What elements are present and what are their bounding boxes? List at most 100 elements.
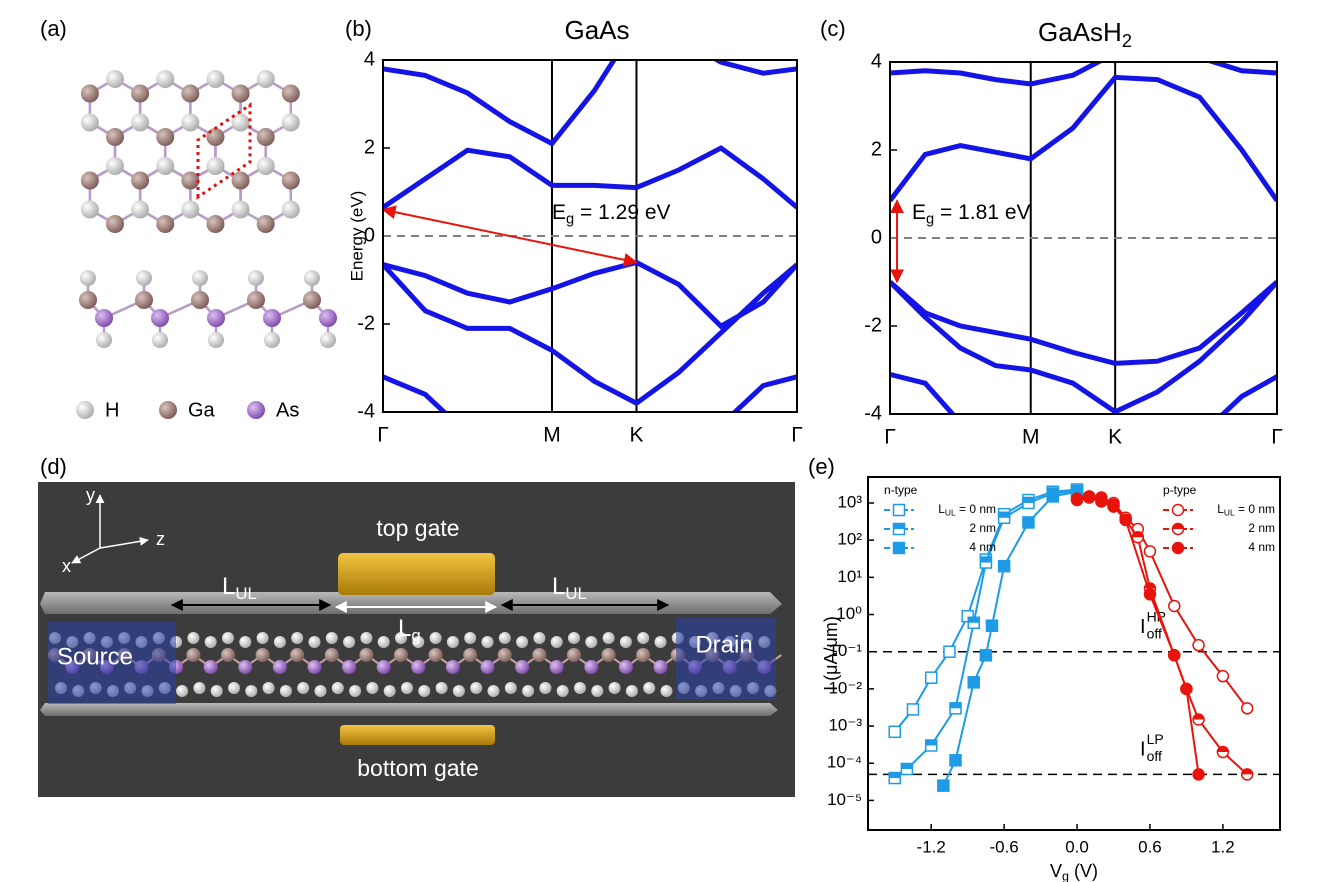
panel-label: (b): [345, 16, 372, 41]
top-gate: [338, 553, 495, 595]
atom: [446, 636, 459, 648]
marker-part: [1217, 746, 1229, 753]
atom: [383, 685, 396, 697]
atom: [567, 648, 581, 662]
text-part: L: [1217, 502, 1224, 516]
data-point: [1180, 682, 1193, 696]
x-tick-label: 1.2: [1211, 837, 1235, 856]
marker-part: [901, 763, 913, 769]
x-tick-label: Γ: [1271, 426, 1283, 449]
atom: [247, 291, 265, 309]
marker-part: [892, 503, 906, 517]
data-point: [1216, 745, 1230, 759]
atom: [281, 113, 300, 132]
atom: [470, 682, 483, 694]
atom: [181, 84, 200, 103]
panel-label: (d): [40, 454, 67, 479]
marker-part: [1171, 503, 1185, 517]
axis-label: x: [62, 556, 71, 576]
data-point: [1046, 490, 1059, 503]
atom: [625, 685, 638, 697]
marker-part: [1171, 541, 1185, 555]
data-point: [1240, 702, 1254, 715]
text-part: UL: [1224, 508, 1235, 518]
y-axis-label: Energy (eV): [347, 191, 366, 282]
atom: [522, 685, 535, 697]
text-part: L: [398, 615, 411, 642]
atom: [290, 648, 305, 662]
atom: [255, 648, 270, 662]
band: [890, 62, 1277, 87]
panel-label: (a): [40, 16, 67, 41]
band: [383, 262, 797, 407]
data-point: [1022, 516, 1035, 529]
y-tick-label: 10⁰: [836, 604, 862, 623]
atom: [210, 685, 223, 697]
data-point: [985, 619, 999, 632]
atom: [359, 648, 374, 662]
atom: [342, 660, 357, 674]
legend-atom: [159, 401, 177, 419]
text-part: g: [1062, 870, 1069, 882]
dimension-label: LUL: [552, 573, 587, 603]
atom: [319, 309, 337, 327]
text-part: (V): [1069, 861, 1098, 881]
y-tick-label: 10⁻⁵: [827, 790, 862, 809]
marker-part: [1241, 768, 1253, 775]
data-point: [900, 762, 914, 776]
x-tick-label: K: [629, 424, 643, 447]
marker-part: [1082, 491, 1096, 504]
threshold-label: off: [1147, 748, 1162, 764]
atom: [331, 682, 344, 694]
text-part: GaAsH: [1038, 17, 1122, 47]
legend-marker: [1171, 503, 1185, 517]
band: [890, 371, 1277, 414]
atom: [429, 632, 442, 644]
text-part: = 0 nm: [956, 502, 996, 516]
atom: [206, 157, 225, 175]
legend-title: n-type: [884, 483, 918, 497]
legend-label: 2 nm: [1248, 521, 1275, 535]
atom: [156, 215, 175, 233]
band: [383, 145, 797, 210]
atom: [203, 660, 218, 674]
marker-part: [1143, 545, 1157, 558]
plot-frame: [889, 61, 1278, 415]
marker-part: [1046, 490, 1059, 503]
structure-panel: H Ga As: [76, 70, 337, 421]
top-slab: [40, 592, 782, 614]
band: [890, 280, 1277, 414]
data-point: [937, 779, 950, 792]
chart-title: GaAs: [564, 15, 629, 45]
legend-marker: [892, 541, 906, 555]
marker-part: [1180, 682, 1193, 696]
y-tick-label: 10³: [837, 492, 862, 511]
legend-atom: [247, 401, 265, 419]
data-point: [1192, 768, 1205, 781]
atom: [619, 636, 632, 648]
gap-label: Eg = 1.29 eV: [552, 201, 671, 228]
marker-part: [968, 617, 980, 623]
atom: [366, 682, 379, 694]
atom: [550, 636, 563, 648]
atom: [320, 332, 336, 348]
data-point: [967, 616, 980, 630]
data-point: [1143, 545, 1157, 558]
atom: [176, 685, 189, 697]
data-point: [888, 771, 901, 785]
atom: [228, 682, 240, 694]
text-part: 4 nm: [969, 540, 996, 554]
device-label: Source: [57, 643, 133, 670]
atom: [401, 682, 413, 694]
y-tick-label: 2: [364, 136, 375, 158]
atom: [231, 113, 250, 132]
atom: [256, 70, 275, 88]
atom: [463, 648, 478, 662]
text-part: GaAs: [564, 15, 629, 45]
y-tick-label: 4: [871, 50, 882, 72]
y-tick-label: -2: [357, 312, 375, 334]
atom: [487, 685, 500, 697]
atom: [79, 291, 97, 309]
atom: [131, 84, 150, 103]
marker-part: [1192, 768, 1205, 781]
